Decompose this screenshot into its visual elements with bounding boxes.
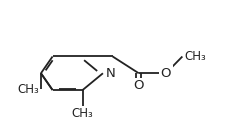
Text: O: O [134, 79, 144, 92]
Text: CH₃: CH₃ [184, 50, 206, 63]
Text: CH₃: CH₃ [72, 107, 94, 120]
Text: N: N [106, 67, 116, 80]
Text: O: O [161, 67, 171, 80]
Text: CH₃: CH₃ [17, 82, 39, 96]
